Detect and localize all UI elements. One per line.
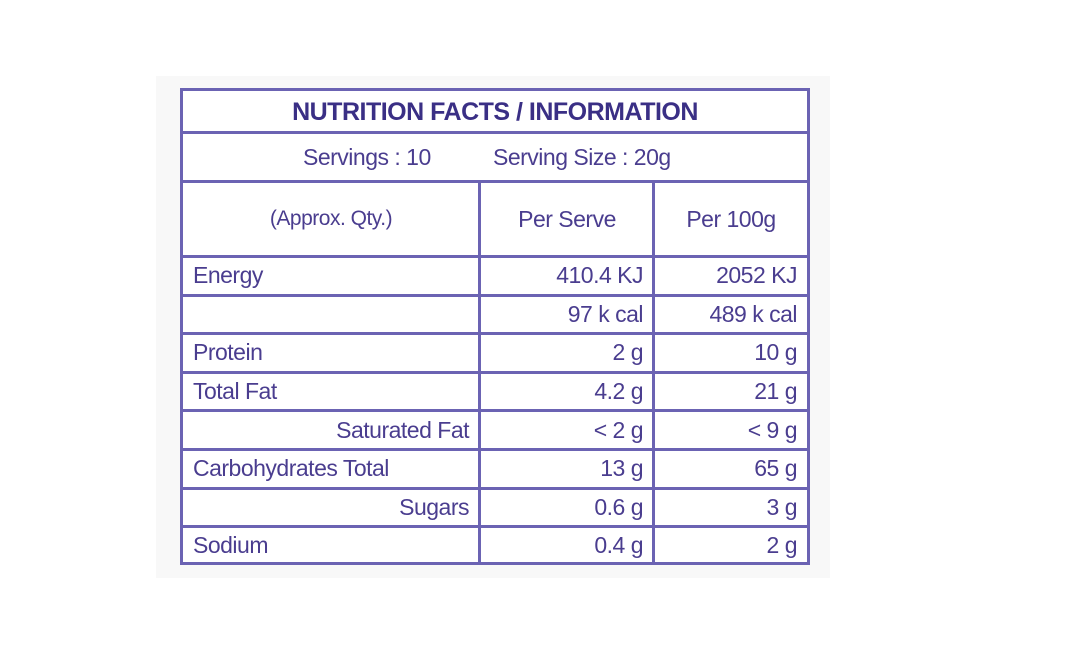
per-serve-value: 4.2 g (594, 378, 643, 405)
header-per-100g: Per 100g (686, 205, 776, 232)
per-100g-value: 10 g (754, 339, 797, 366)
per-100g-value: 65 g (754, 455, 797, 482)
nutrient-name: Saturated Fat (336, 416, 469, 443)
per-100g-value: 489 k cal (709, 300, 797, 327)
per-serve-value: 410.4 KJ (556, 262, 643, 289)
per-100g-value: 2052 KJ (716, 262, 797, 289)
rule (183, 448, 807, 451)
per-100g-value: 21 g (754, 378, 797, 405)
rule (183, 525, 807, 529)
per-serve-value: 0.6 g (594, 493, 643, 520)
per-serve-value: 97 k cal (567, 300, 644, 327)
nutrient-name: Protein (193, 339, 263, 366)
rule (183, 409, 807, 413)
rule (183, 332, 807, 336)
nutrient-name: Total Fat (193, 378, 277, 405)
header-label: (Approx. Qty.) (269, 207, 393, 230)
per-100g-value: 2 g (766, 532, 798, 559)
serving-size: Serving Size : 20g (493, 143, 671, 170)
nutrient-name: Carbohydrates Total (193, 455, 389, 482)
nutrient-name: Energy (193, 262, 263, 289)
per-serve-value: 13 g (600, 455, 643, 482)
servings-count: Servings : 10 (303, 143, 431, 170)
rule (183, 370, 807, 374)
rule (183, 131, 807, 134)
per-serve-value: 0.4 g (594, 532, 643, 559)
title: NUTRITION FACTS / INFORMATION (292, 97, 698, 126)
per-100g-value: 3 g (766, 493, 798, 520)
header-per-serve: Per Serve (518, 205, 616, 232)
nutrition-table: NUTRITION FACTS / INFORMATION Servings :… (180, 88, 810, 565)
rule (183, 293, 807, 297)
nutrient-name: Sodium (193, 532, 268, 559)
per-100g-value: < 9 g (747, 416, 798, 443)
rule (183, 255, 807, 258)
nutrient-name: Sugars (399, 493, 469, 520)
rule (183, 486, 807, 490)
per-serve-value: 2 g (612, 339, 644, 366)
rule (183, 180, 807, 183)
per-serve-value: < 2 g (593, 416, 644, 443)
